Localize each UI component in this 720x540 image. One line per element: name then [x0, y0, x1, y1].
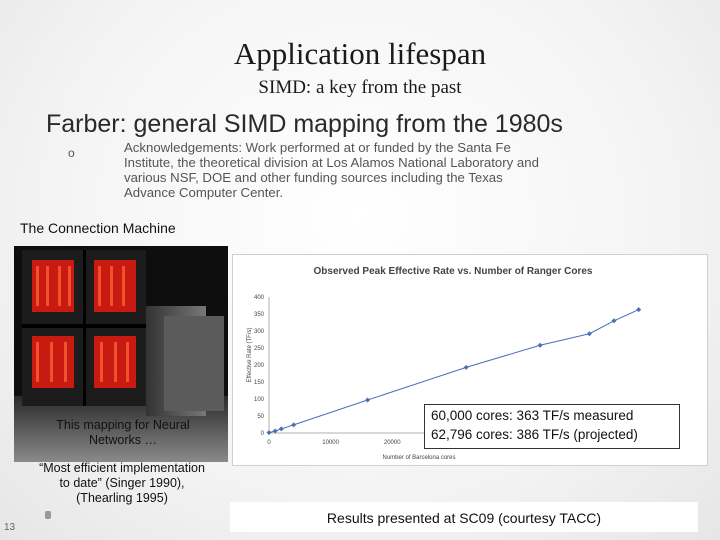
data-point	[365, 397, 371, 403]
photo-caption: This mapping for Neural Networks …	[38, 418, 208, 448]
y-tick-label: 350	[254, 312, 265, 318]
data-point	[611, 318, 617, 324]
citation-quote: “Most efficient implementation to date” …	[22, 461, 222, 506]
quote-line: “Most efficient implementation	[39, 461, 205, 475]
quote-line: (Thearling 1995)	[76, 491, 168, 505]
acknowledgements: Acknowledgements: Work performed at or f…	[124, 140, 684, 200]
x-tick-label: 20000	[384, 440, 401, 446]
bullet-marker: o	[68, 146, 75, 160]
x-tick-label: 0	[267, 440, 271, 446]
x-tick-label: 10000	[322, 440, 339, 446]
callout-line-measured: 60,000 cores: 363 TF/s measured	[431, 408, 634, 423]
caption-line: This mapping for Neural	[56, 418, 190, 432]
callout-line-projected: 62,796 cores: 386 TF/s (projected)	[431, 427, 638, 442]
y-tick-label: 400	[254, 295, 265, 301]
results-caption: Results presented at SC09 (courtesy TACC…	[326, 510, 602, 526]
ack-line: Acknowledgements: Work performed at or f…	[124, 140, 511, 155]
data-point	[272, 428, 278, 434]
cores-callout: 60,000 cores: 363 TF/s measured 62,796 c…	[424, 404, 680, 449]
caption-line: Networks …	[88, 433, 158, 447]
data-point	[266, 430, 272, 436]
y-tick-label: 300	[254, 329, 265, 335]
slide-number: 13	[4, 522, 16, 533]
chart-marks	[266, 307, 642, 436]
y-tick-label: 0	[261, 431, 265, 437]
y-tick-label: 200	[254, 363, 265, 369]
series-line	[268, 309, 639, 434]
slide-subtitle: SIMD: a key from the past	[258, 77, 462, 98]
ack-line: various NSF, DOE and other funding sourc…	[124, 170, 503, 185]
section-heading: Farber: general SIMD mapping from the 19…	[46, 110, 563, 138]
data-point	[537, 342, 543, 348]
chart-title: Observed Peak Effective Rate vs. Number …	[314, 266, 593, 277]
connection-machine-photo	[14, 246, 228, 462]
y-tick-label: 250	[254, 346, 265, 352]
ack-line: Advance Computer Center.	[124, 185, 284, 200]
data-point	[586, 331, 592, 337]
data-point	[278, 426, 284, 432]
slide-title: Application lifespan	[233, 36, 487, 71]
results-box	[230, 502, 698, 532]
chart-y-axis-label: Effective Rate (TF/s)	[247, 328, 253, 383]
y-tick-label: 50	[257, 414, 264, 420]
y-tick-label: 150	[254, 380, 265, 386]
data-point	[636, 307, 642, 313]
data-point	[291, 422, 297, 428]
connection-machine-label: The Connection Machine	[20, 220, 176, 236]
bullet-icon	[45, 511, 51, 519]
quote-line: to date” (Singer 1990),	[59, 476, 185, 490]
data-point	[463, 364, 469, 370]
chart-x-axis-label: Number of Barcelona cores	[382, 455, 455, 461]
ack-line: Institute, the theoretical division at L…	[124, 155, 539, 170]
connection-machine-illustration	[14, 246, 228, 462]
y-tick-label: 100	[254, 397, 265, 403]
